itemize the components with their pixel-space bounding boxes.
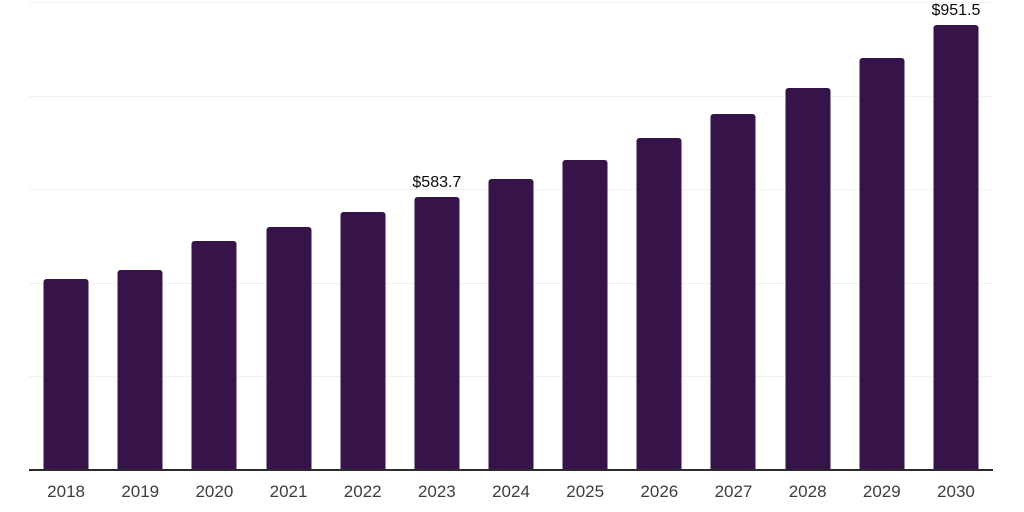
value-label-2030: $951.5 [931, 1, 981, 19]
bar-2029 [859, 57, 905, 470]
x-tick-label-2026: 2026 [640, 482, 679, 501]
plot-area: $583.7 $951.5 [29, 2, 993, 470]
x-tick-label-2023: 2023 [417, 482, 456, 501]
bar-2030 [933, 24, 979, 470]
gridline-800 [29, 95, 993, 97]
bar-slot-2024 [474, 2, 548, 470]
bar-2023 [414, 196, 460, 470]
bar-slot-2028 [771, 2, 845, 470]
bar-2021 [266, 226, 312, 470]
bar-2019 [117, 269, 163, 470]
bar-2028 [785, 87, 831, 470]
bar-slot-2030: $951.5 [919, 2, 993, 470]
bar-slot-2027 [696, 2, 770, 470]
bar-slot-2020 [177, 2, 251, 470]
bar-2024 [488, 178, 534, 470]
bar-2025 [562, 159, 608, 470]
x-tick-label-2027: 2027 [714, 482, 753, 501]
bar-2018 [43, 278, 89, 470]
x-tick-label-2029: 2029 [862, 482, 901, 501]
bar-2026 [636, 137, 682, 470]
x-tick-label-2030: 2030 [937, 482, 975, 501]
value-label-2023: $583.7 [412, 173, 462, 191]
x-axis-line [29, 469, 993, 471]
x-tick-label-2021: 2021 [269, 482, 308, 501]
bar-slot-2029 [845, 2, 919, 470]
x-tick-label-2018: 2018 [47, 482, 85, 501]
bar-slot-2022 [326, 2, 400, 470]
x-tick-label-2022: 2022 [343, 482, 382, 501]
x-tick-label-2025: 2025 [566, 482, 605, 501]
bar-slot-2021 [251, 2, 325, 470]
x-tick-label-2024: 2024 [492, 482, 530, 501]
bar-slot-2026 [622, 2, 696, 470]
bar-2022 [340, 212, 386, 470]
bar-slot-2025 [548, 2, 622, 470]
bar-slot-2023: $583.7 [400, 2, 474, 470]
bar-2027 [710, 113, 756, 470]
gridline-1000 [29, 2, 993, 3]
bar-slot-2018 [29, 2, 103, 470]
x-tick-label-2019: 2019 [121, 482, 160, 501]
x-tick-label-2028: 2028 [788, 482, 827, 501]
x-axis-labels: 2018 2019 2020 2021 2022 2023 2024 2025 2026 2027… [29, 481, 993, 503]
x-tick-label-2020: 2020 [195, 482, 234, 501]
bar-slot-2019 [103, 2, 177, 470]
bars: $583.7 $951.5 [29, 2, 993, 470]
bar-2020 [191, 241, 237, 470]
